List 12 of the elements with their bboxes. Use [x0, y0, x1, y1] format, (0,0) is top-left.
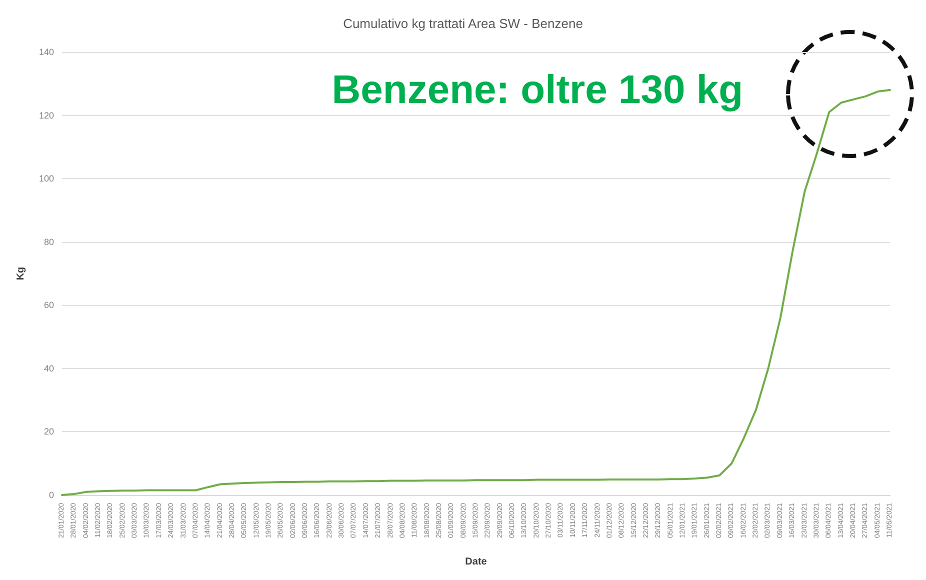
x-axis-title: Date — [465, 556, 488, 568]
chart-title: Cumulativo kg trattati Area SW - Benzene — [343, 16, 583, 31]
y-axis-title: Kg — [16, 266, 26, 280]
annotation: Benzene: oltre 130 kg — [332, 68, 743, 112]
y-tick-label: 20 — [44, 426, 54, 437]
y-tick-label: 140 — [38, 47, 54, 57]
y-tick-label: 40 — [44, 363, 54, 374]
y-tick-label: 60 — [44, 300, 54, 310]
y-tick-label: 80 — [44, 236, 54, 247]
y-tick-label: 0 — [48, 490, 54, 500]
y-tick-label: 100 — [38, 174, 54, 184]
y-tick-label: 120 — [38, 110, 54, 120]
